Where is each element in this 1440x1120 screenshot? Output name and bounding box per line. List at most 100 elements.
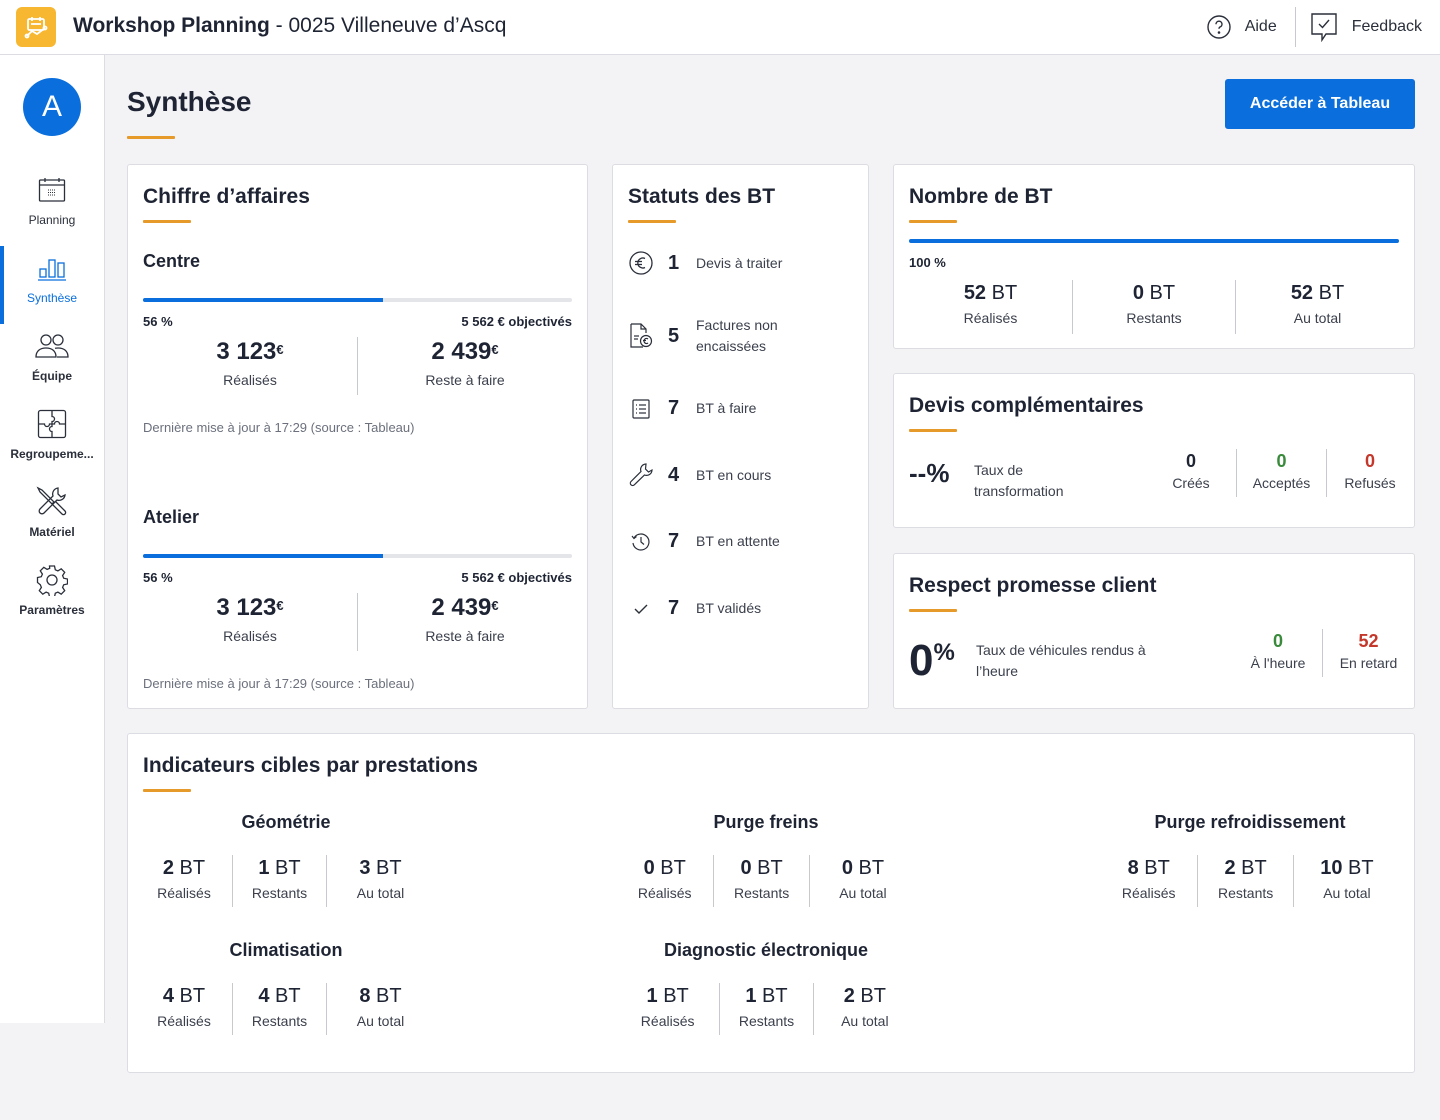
service-climatisation: Climatisation 4 BT Réalisés 4 BT Restants … (136, 940, 436, 1035)
kpi-label: Restants (1218, 885, 1274, 901)
done-label: Réalisés (223, 372, 277, 388)
sidebar-item-label: Paramètres (19, 603, 85, 617)
sidebar-item-equipe[interactable]: Équipe (0, 329, 104, 401)
bt-status-card: Statuts des BT 1 Devis à traiter 5 Factu… (612, 164, 869, 709)
help-button[interactable]: Aide (1207, 15, 1277, 39)
avatar[interactable]: A (23, 78, 81, 136)
app-logo[interactable] (16, 7, 56, 47)
revenue-card: Chiffre d’affaires Centre 56 % 5 562 € o… (127, 164, 588, 709)
on-time-rate-label: Taux de véhicules rendus à l’heure (976, 642, 1146, 679)
kpi-value: 0 (1185, 451, 1196, 471)
service-indicators-card: Indicateurs cibles par prestations Géomé… (127, 733, 1415, 1073)
sidebar-item-label: Équipe (31, 369, 72, 383)
status-row-a-faire[interactable]: 7 BT à faire (628, 397, 858, 420)
kpi-value: 4 (162, 985, 174, 1007)
service-purge-refroidissement: Purge refroidissement 8 BT Réalisés 2 BT R… (1100, 812, 1400, 907)
status-count: 1 (668, 251, 680, 274)
help-label: Aide (1244, 18, 1277, 35)
sidebar-item-planning[interactable]: Planning (0, 173, 104, 245)
done-value: 3 123 (216, 338, 277, 365)
kpi-unit: BT (174, 985, 206, 1007)
workshop-logo-icon (24, 17, 48, 39)
status-label: BT validés (696, 600, 762, 616)
kpi-unit: BT (657, 985, 689, 1007)
status-count: 7 (668, 530, 680, 552)
app-title: Workshop Planning - 0025 Villeneuve d’As… (73, 14, 506, 38)
kpi-value: 0 (1364, 451, 1375, 471)
card-title: Chiffre d’affaires (143, 185, 310, 208)
service-geometrie: Géométrie 2 BT Réalisés 1 BT Restants 3 BT… (136, 812, 436, 907)
top-bar: Workshop Planning - 0025 Villeneuve d’As… (0, 0, 1440, 55)
checklist-icon (632, 398, 650, 419)
title-accent-line (143, 220, 191, 223)
kpi-label: Restants (251, 1013, 308, 1029)
kpi-crees: 0 Créés (1146, 449, 1236, 497)
customer-promise-card: Respect promesse client 0% Taux de véhic… (893, 553, 1415, 709)
kpi-restants: 4 BT Restants (232, 983, 326, 1035)
section-title-atelier: Atelier (143, 507, 200, 527)
open-tableau-button[interactable]: Accéder à Tableau (1225, 79, 1415, 129)
sidebar-item-synthese[interactable]: Synthèse (0, 246, 104, 324)
sidebar-item-materiel[interactable]: Matériel (0, 485, 104, 557)
site-name: - 0025 Villeneuve d’Ascq (269, 14, 507, 37)
title-accent-line (909, 220, 957, 223)
kpi-value: 4 (258, 985, 270, 1007)
kpi-unit: BT (1313, 282, 1345, 304)
remaining-value: 2 439 (431, 594, 492, 621)
kpi-a-l-heure: 0 À l'heure (1234, 629, 1322, 677)
title-accent-line (127, 136, 175, 139)
done-label: Réalisés (223, 628, 277, 644)
kpi-realises: 0 BT Réalisés (616, 855, 713, 907)
feedback-button[interactable]: Feedback (1310, 12, 1422, 42)
card-title: Indicateurs cibles par prestations (143, 754, 478, 777)
status-count: 7 (668, 597, 680, 619)
history-icon (631, 532, 650, 551)
progress-fill (143, 298, 384, 302)
kpi-total: 2 BT Au total (812, 983, 916, 1035)
kpi-value: 2 (162, 857, 174, 879)
card-title: Statuts des BT (628, 185, 776, 208)
kpi-label: Au total (1293, 310, 1342, 326)
sidebar-item-label: Matériel (29, 525, 75, 539)
service-title: Géométrie (241, 812, 331, 832)
kpi-label: En retard (1339, 655, 1398, 671)
kpi-label: Réalisés (963, 310, 1018, 326)
sidebar-item-parametres[interactable]: Paramètres (0, 563, 104, 635)
kpi-realises: 2 BT Réalisés (136, 855, 232, 907)
kpi-unit: BT (269, 985, 301, 1007)
progress-fill (909, 239, 1399, 243)
sidebar-item-regroupements[interactable]: Regroupeme... (0, 407, 104, 479)
kpi-realises: 8 BT Réalisés (1100, 855, 1197, 907)
service-purge-freins: Purge freins 0 BT Réalisés 0 BT Restants 0… (616, 812, 916, 907)
kpi-total: 10 BT Au total (1292, 855, 1400, 907)
status-row-valides[interactable]: 7 BT validés (628, 597, 858, 620)
kpi-label: Restants (1126, 310, 1182, 326)
card-title: Devis complémentaires (909, 394, 1144, 417)
status-row-devis[interactable]: 1 Devis à traiter (628, 251, 858, 275)
revenue-done: 3 123€ Réalisés (143, 337, 357, 395)
status-row-en-cours[interactable]: 4 BT en cours (628, 463, 858, 487)
status-label: Factures non encaissées (696, 317, 778, 354)
kpi-value: 1 (258, 857, 270, 879)
status-count: 5 (668, 324, 680, 347)
kpi-value: 10 (1320, 857, 1343, 879)
objective-amount: 5 562 € objectivés (461, 570, 572, 585)
kpi-label: Réalisés (157, 1013, 211, 1029)
status-row-en-attente[interactable]: 7 BT en attente (628, 530, 858, 553)
kpi-unit: BT (756, 985, 788, 1007)
progress-percent: 56 % (143, 314, 173, 329)
status-count: 4 (668, 463, 680, 486)
sidebar-item-label: Regroupeme... (10, 447, 94, 461)
status-row-factures[interactable]: 5 Factures non encaissées (628, 315, 858, 357)
kpi-value: 1 (646, 985, 658, 1007)
title-accent-line (909, 429, 957, 432)
service-diagnostic-electronique: Diagnostic électronique 1 BT Réalisés 1 B… (616, 940, 916, 1035)
kpi-total: 8 BT Au total (326, 983, 434, 1035)
sidebar-item-label: Synthèse (26, 291, 78, 305)
kpi-value: 52 (1290, 282, 1314, 304)
kpi-realises: 4 BT Réalisés (136, 983, 232, 1035)
puzzle-icon (37, 409, 67, 439)
kpi-value: 52 (963, 282, 987, 304)
done-value: 3 123 (216, 594, 277, 621)
page-title: Synthèse (127, 86, 252, 117)
